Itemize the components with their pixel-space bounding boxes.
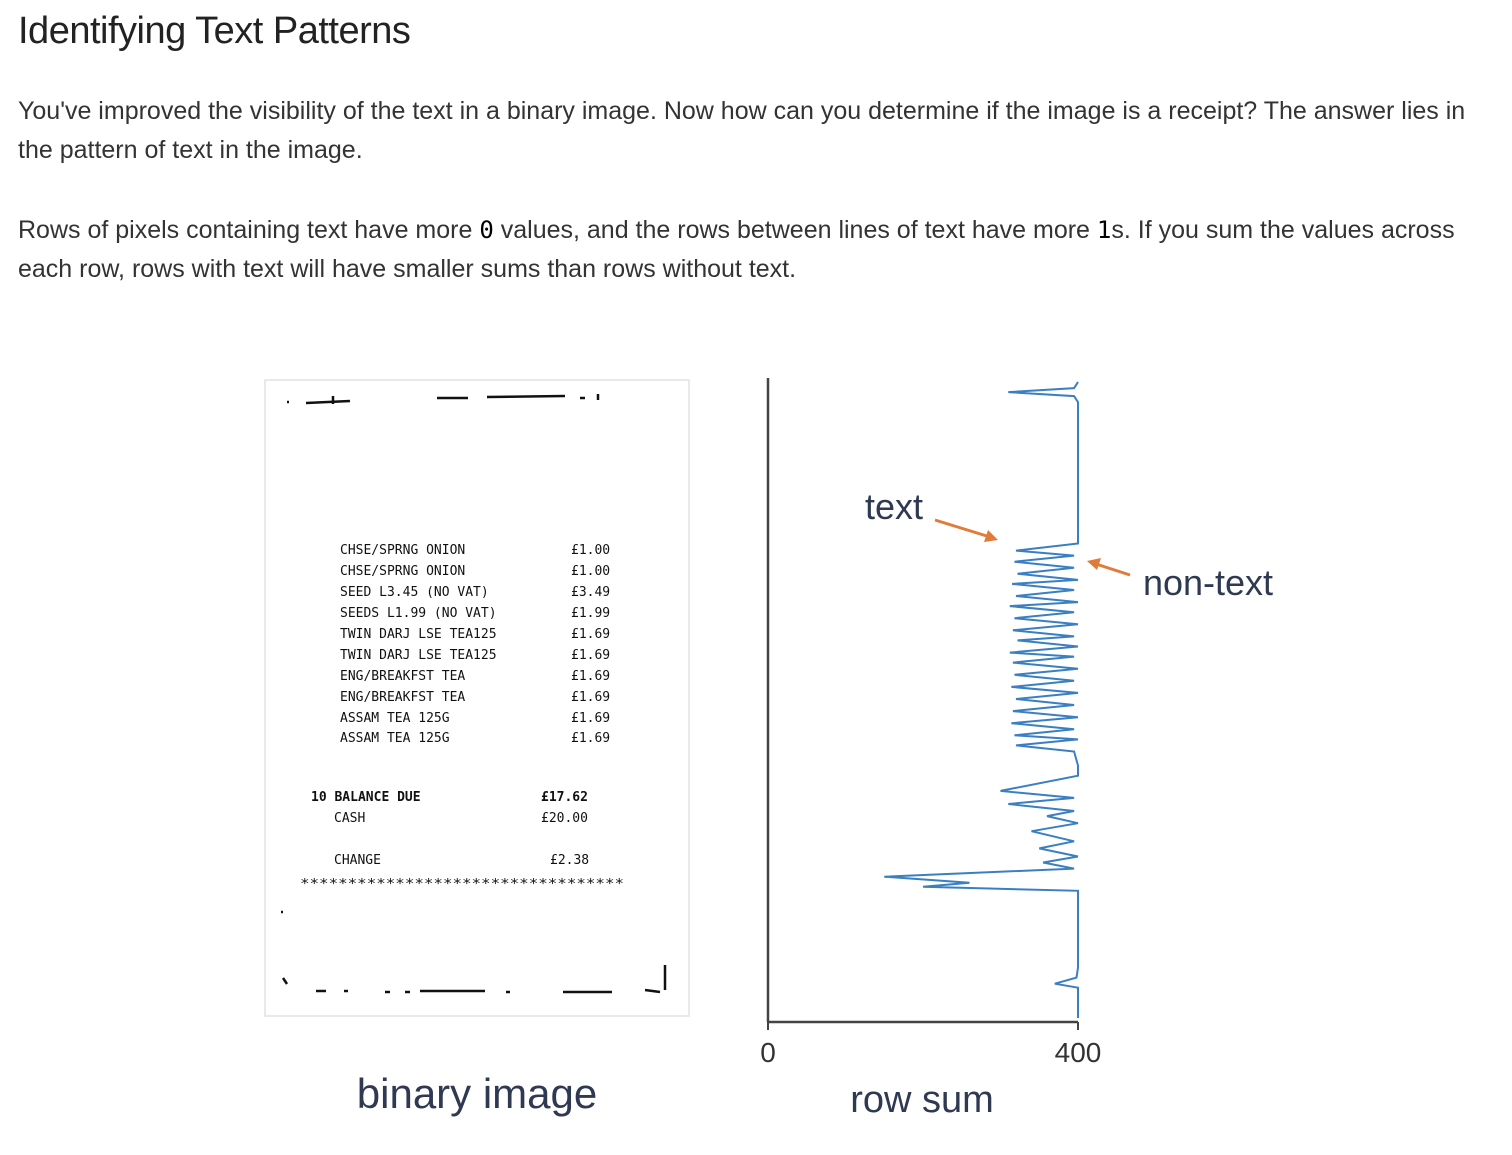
annotation-text-arrow — [934, 518, 991, 539]
receipt-image: CHSE/SPRNG ONION £1.00 CHSE/SPRNG ONION £1.… — [264, 379, 690, 1117]
receipt-item-name: ASSAM TEA 125G — [340, 711, 450, 726]
receipt-cash-label: CASH — [334, 811, 365, 826]
annotation-nontext-arrow — [1095, 562, 1131, 577]
receipt-item-price: £1.69 — [571, 690, 610, 705]
receipt-top-noise — [287, 394, 600, 405]
receipt-item-price: £1.69 — [571, 648, 610, 663]
figure: CHSE/SPRNG ONION £1.00 CHSE/SPRNG ONION £1.… — [0, 300, 1512, 1150]
inline-code-zero: 0 — [479, 216, 494, 244]
receipt-item-name: TWIN DARJ LSE TEA125 — [340, 648, 497, 663]
figure-svg: CHSE/SPRNG ONION £1.00 CHSE/SPRNG ONION £1.… — [264, 378, 1273, 1121]
explanation-part-1: Rows of pixels containing text have more — [18, 216, 480, 244]
receipt-item-price: £1.00 — [571, 564, 610, 579]
receipt-bottom-noise — [281, 910, 667, 994]
explanation-part-2: values, and the rows between lines of te… — [493, 216, 1097, 244]
receipt-balance-value: £17.62 — [541, 790, 588, 805]
receipt-item-price: £3.49 — [571, 585, 610, 600]
receipt-item-name: SEEDS L1.99 (NO VAT) — [340, 606, 497, 621]
chart-tick-label-0: 0 — [760, 1037, 776, 1068]
chart-tick-label-400: 400 — [1055, 1037, 1102, 1068]
receipt-item-name: ASSAM TEA 125G — [340, 731, 450, 746]
receipt-item-name: CHSE/SPRNG ONION — [340, 543, 465, 558]
page-title: Identifying Text Patterns — [18, 10, 411, 52]
receipt-change-value: £2.38 — [550, 853, 589, 868]
intro-paragraph: You've improved the visibility of the te… — [18, 97, 1466, 164]
annotation-text-label: text — [865, 486, 923, 527]
receipt-item-price: £1.99 — [571, 606, 610, 621]
receipt-item-price: £1.00 — [571, 543, 610, 558]
receipt-item-price: £1.69 — [571, 731, 610, 746]
explanation-part-3: s. If you sum the values across each row… — [18, 216, 1455, 283]
receipt-cash-value: £20.00 — [541, 811, 588, 826]
receipt-caption: binary image — [357, 1070, 597, 1117]
receipt-item-price: £1.69 — [571, 627, 610, 642]
annotation-nontext-arrowhead — [1087, 558, 1101, 570]
receipt-balance-label: 10 BALANCE DUE — [311, 790, 421, 805]
inline-code-one: 1 — [1096, 216, 1112, 244]
receipt-item-price: £1.69 — [571, 669, 610, 684]
annotation-nontext-label: non-text — [1143, 562, 1273, 603]
receipt-item-name: TWIN DARJ LSE TEA125 — [340, 627, 497, 642]
receipt-item-name: ENG/BREAKFST TEA — [340, 690, 465, 705]
explanation-paragraph: Rows of pixels containing text have more… — [18, 211, 1498, 289]
receipt-item-name: SEED L3.45 (NO VAT) — [340, 585, 489, 600]
receipt-item-price: £1.69 — [571, 711, 610, 726]
chart-row-sum-line — [884, 381, 1079, 1018]
receipt-item-name: ENG/BREAKFST TEA — [340, 669, 465, 684]
receipt-lines: CHSE/SPRNG ONION £1.00 CHSE/SPRNG ONION £1.… — [340, 543, 610, 746]
annotation-text-arrowhead — [984, 530, 998, 542]
receipt-item-name: CHSE/SPRNG ONION — [340, 564, 465, 579]
receipt-change-label: CHANGE — [334, 853, 381, 868]
chart-x-axis-label: row sum — [850, 1079, 994, 1121]
row-sum-chart: 0 400 row sum text non-text — [760, 378, 1273, 1121]
receipt-stars: ********************************** — [300, 877, 624, 892]
